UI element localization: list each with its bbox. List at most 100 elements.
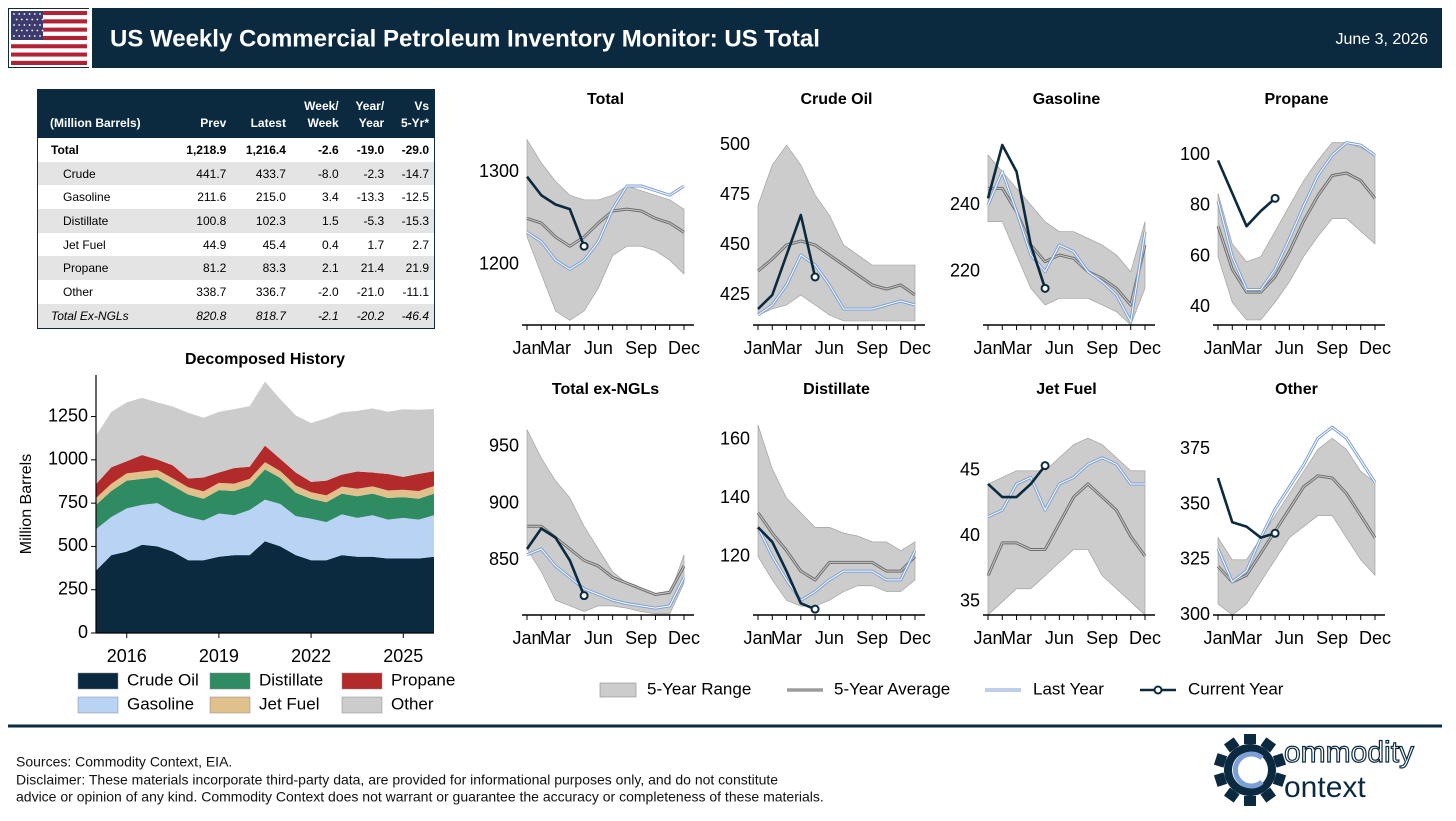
x-tick-label: Jun <box>1275 628 1304 648</box>
y-tick-label: 40 <box>1190 296 1210 316</box>
x-tick-label: Jun <box>1275 338 1304 358</box>
current-year-line <box>757 213 817 310</box>
table-cell: 2.1 <box>290 256 344 281</box>
current-year-line <box>1216 477 1276 539</box>
legend-swatch <box>77 696 119 714</box>
column-header: Latest <box>231 89 291 138</box>
header-text: Week/ <box>304 99 339 113</box>
table-cell: 441.7 <box>171 161 232 186</box>
table-cell: -15.3 <box>389 209 435 233</box>
table-cell: 45.4 <box>262 237 286 252</box>
header-text: Prev <box>200 116 227 130</box>
x-tick-label: 2019 <box>199 646 239 666</box>
x-tick-label: Mar <box>771 628 802 648</box>
table-cell: 215.0 <box>255 190 286 205</box>
y-tick-label: 425 <box>720 284 750 304</box>
table-cell: -20.2 <box>343 303 390 328</box>
table-cell: -8.0 <box>290 161 344 186</box>
legend-label: Distillate <box>259 670 323 689</box>
x-tick-label: Sep <box>625 338 657 358</box>
row-label: Crude <box>37 161 172 186</box>
x-tick-label: 2025 <box>383 646 423 666</box>
x-tick-label: Mar <box>1001 628 1032 648</box>
y-tick-label: 750 <box>58 492 88 512</box>
x-tick-label: Mar <box>1001 338 1032 358</box>
table-cell: -29.0 <box>401 142 429 157</box>
series-line-highlight <box>987 457 1145 518</box>
row-label: Propane <box>37 256 172 281</box>
column-header: Prev <box>171 89 232 138</box>
x-tick-label: Mar <box>540 338 571 358</box>
y-tick-label: 240 <box>950 194 980 214</box>
stacked-area <box>96 462 434 505</box>
current-year-end <box>579 591 589 601</box>
x-tick-label: Jun <box>1045 338 1074 358</box>
legend-label: Propane <box>391 670 455 689</box>
x-tick-label: Sep <box>856 628 888 648</box>
y-tick-label: 450 <box>720 234 750 254</box>
range-band <box>987 437 1146 616</box>
row-label: Jet Fuel <box>63 237 106 252</box>
legend-swatch <box>209 696 251 714</box>
header-bar <box>8 8 1442 68</box>
x-tick-label: Sep <box>1086 338 1118 358</box>
y-tick-label: 900 <box>489 492 519 512</box>
y-tick-label: 35 <box>960 591 980 611</box>
chart-title: Total <box>587 91 624 108</box>
x-tick-label: Sep <box>1086 628 1118 648</box>
table-cell: 820.8 <box>171 303 232 328</box>
series-line-highlight <box>1217 475 1376 583</box>
header-text: (Million Barrels) <box>50 116 141 130</box>
table-cell: -46.4 <box>389 303 435 328</box>
range-band <box>987 154 1146 326</box>
sources: Sources: Commodity Context, EIA. <box>16 754 232 770</box>
x-tick-label: Dec <box>668 338 700 358</box>
y-tick-label: 140 <box>720 487 750 507</box>
table-cell: 21.9 <box>389 256 435 281</box>
y-tick-label: 60 <box>1190 245 1210 265</box>
y-tick-label: 375 <box>1180 438 1210 458</box>
header-text: Year <box>358 116 385 130</box>
legend-label: Other <box>391 694 434 713</box>
table-cell: -2.0 <box>317 284 339 299</box>
legend-label: 5-Year Average <box>834 679 950 698</box>
legend-swatch <box>77 672 119 690</box>
header-text: Latest <box>250 116 286 130</box>
x-tick-label: Jan <box>743 628 772 648</box>
disclaimer-line: Disclaimer: These materials incorporate … <box>16 772 778 788</box>
x-tick-label: Mar <box>1231 338 1262 358</box>
legend-swatch <box>599 682 637 698</box>
table-cell: 3.4 <box>321 190 339 205</box>
x-tick-label: Jun <box>815 338 844 358</box>
x-tick-label: Jan <box>1203 628 1232 648</box>
x-tick-label: Dec <box>1359 338 1391 358</box>
report-date: June 3, 2026 <box>1335 31 1428 48</box>
range-band <box>757 424 916 607</box>
stacked-area <box>96 381 434 485</box>
x-tick-label: Dec <box>1129 628 1161 648</box>
header-text: Week <box>307 116 339 130</box>
table-cell: 100.8 <box>171 209 232 233</box>
current-year-end <box>810 272 820 282</box>
header-text: 5-Yr* <box>400 116 429 130</box>
chart-title: Jet Fuel <box>1036 381 1096 398</box>
table-row: Total 1,218.9 1,216.4 -2.6 -19.0 -29.0 <box>38 138 435 162</box>
table-cell: -11.1 <box>402 284 429 299</box>
y-tick-label: 850 <box>489 549 519 569</box>
y-tick-label: 40 <box>960 525 980 545</box>
table-cell: 81.2 <box>171 256 232 281</box>
x-tick-label: 2022 <box>291 646 331 666</box>
range-band <box>1217 437 1376 616</box>
column-header: Week/Week <box>290 89 344 138</box>
x-tick-label: Mar <box>1231 628 1262 648</box>
x-tick-label: Sep <box>856 338 888 358</box>
table-row: Gasoline 211.6 215.0 3.4 -13.3 -12.5 <box>38 185 435 209</box>
legend-label: Current Year <box>1188 679 1284 698</box>
y-tick-label: 100 <box>1180 144 1210 164</box>
y-tick-label: 160 <box>720 428 750 448</box>
table-cell: 2.7 <box>412 237 429 252</box>
row-label: Other <box>63 284 94 299</box>
page-title: US Weekly Commercial Petroleum Inventory… <box>110 25 820 52</box>
current-year-end <box>579 241 589 251</box>
y-tick-label: 120 <box>720 545 750 565</box>
